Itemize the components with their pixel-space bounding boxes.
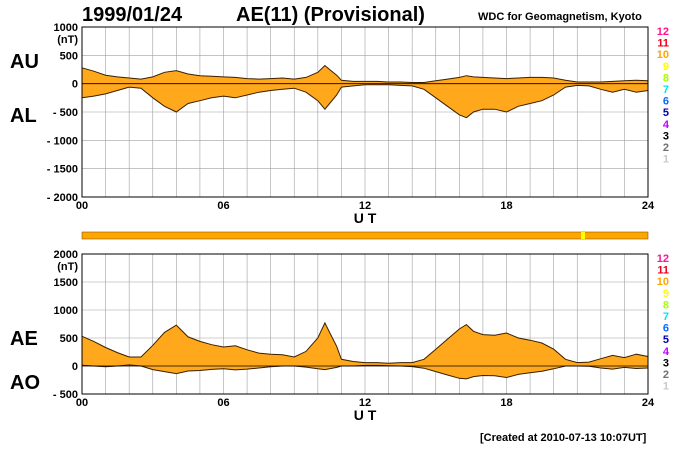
station-count-legend: 8: [663, 299, 669, 311]
station-count-legend: 12: [657, 253, 669, 265]
series-line-au: [81, 64, 649, 83]
chart-date: 1999/01/24: [82, 4, 183, 26]
x-tick-label: 24: [642, 397, 655, 409]
x-axis-label: U T: [354, 210, 377, 226]
station-count-legend: 11: [657, 38, 669, 50]
station-count-legend: 3: [663, 357, 669, 369]
station-count-legend: 2: [663, 369, 669, 381]
station-count-legend: 8: [663, 72, 669, 84]
y-tick-label: - 500: [53, 107, 78, 119]
data-credit: WDC for Geomagnetism, Kyoto: [478, 11, 642, 23]
x-tick-label: 06: [217, 200, 229, 212]
station-count-legend: 2: [663, 142, 669, 154]
ao-label: AO: [10, 372, 40, 394]
series-line-al: [81, 84, 649, 119]
y-tick-label: - 1500: [47, 164, 78, 176]
station-count-legend: 4: [663, 346, 670, 358]
au-label: AU: [10, 51, 39, 73]
y-tick-label: 500: [60, 333, 78, 345]
y-tick-label: 0: [72, 79, 78, 91]
chart-panel: [81, 253, 649, 395]
x-tick-label: 18: [500, 200, 512, 212]
station-count-legend: 1: [663, 381, 669, 393]
y-tick-label: 500: [60, 50, 78, 62]
data-area: [82, 322, 648, 379]
station-count-legend: 10: [657, 49, 669, 61]
station-count-legend: 6: [663, 96, 669, 108]
station-count-legend: 12: [657, 26, 669, 38]
chart-panel: [81, 26, 649, 198]
x-tick-label: 12: [359, 200, 371, 212]
x-tick-label: 24: [642, 200, 655, 212]
y-tick-label: 0: [72, 361, 78, 373]
y-tick-label: - 2000: [47, 192, 78, 204]
station-count-legend: 5: [663, 107, 669, 119]
station-count-legend: 7: [663, 84, 669, 96]
station-count-legend: 1: [663, 154, 669, 166]
station-count-legend: 10: [657, 276, 669, 288]
series-line-ae: [81, 321, 649, 364]
y-tick-label: - 1000: [47, 135, 78, 147]
al-label: AL: [10, 105, 37, 127]
station-count-legend: 11: [657, 265, 669, 277]
created-timestamp: [Created at 2010-07-13 10:07UT]: [480, 432, 647, 444]
station-count-legend: 9: [663, 61, 669, 73]
y-tick-label: 1500: [54, 277, 78, 289]
unit-label: (nT): [57, 261, 78, 273]
station-count-legend: 5: [663, 334, 669, 346]
x-tick-label: 06: [217, 397, 229, 409]
y-tick-label: 2000: [54, 249, 78, 261]
y-tick-label: 1000: [54, 22, 78, 34]
unit-label: (nT): [57, 34, 78, 46]
plot-frame: [81, 253, 649, 395]
data-area: [82, 65, 648, 118]
station-count-legend: 4: [663, 119, 670, 131]
x-tick-label: 00: [76, 200, 88, 212]
ae-label: AE: [10, 328, 38, 350]
x-axis-label: U T: [354, 407, 377, 423]
x-tick-label: 12: [359, 397, 371, 409]
station-count-legend: 3: [663, 130, 669, 142]
chart-title: AE(11) (Provisional): [236, 4, 425, 26]
y-tick-label: 1000: [54, 305, 78, 317]
y-tick-label: - 500: [53, 389, 78, 401]
x-tick-label: 00: [76, 397, 88, 409]
x-tick-label: 18: [500, 397, 512, 409]
station-count-bar-marker: [581, 232, 585, 239]
station-count-legend: 9: [663, 288, 669, 300]
station-count-bar: [81, 231, 649, 240]
station-count-legend: 7: [663, 311, 669, 323]
station-count-legend: 6: [663, 323, 669, 335]
plot-frame: [81, 26, 649, 198]
